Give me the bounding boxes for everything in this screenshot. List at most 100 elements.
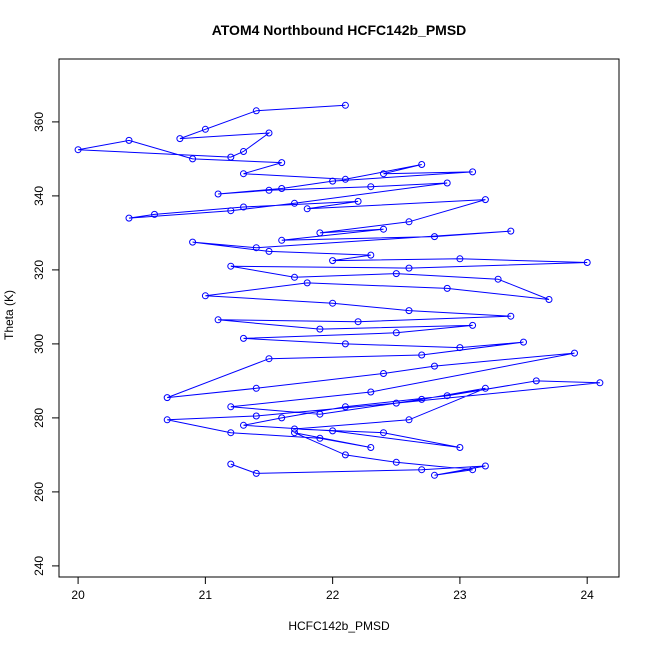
data-point — [176, 135, 184, 143]
data-point — [227, 460, 235, 468]
x-axis-label: HCFC142b_PMSD — [288, 619, 390, 633]
x-tick-label: 20 — [71, 588, 85, 602]
data-point — [596, 379, 604, 387]
data-point — [252, 469, 260, 477]
data-point — [367, 444, 375, 451]
data-point — [418, 161, 426, 168]
data-point — [163, 394, 171, 402]
data-point — [291, 425, 298, 433]
data-point — [252, 384, 260, 392]
data-point — [316, 325, 324, 333]
data-point — [278, 414, 286, 422]
data-point — [252, 107, 260, 115]
data-point — [481, 462, 489, 470]
y-tick-label: 360 — [32, 112, 46, 132]
data-point — [291, 273, 298, 281]
data-point — [418, 466, 426, 474]
x-tick-label: 21 — [199, 588, 213, 602]
data-point — [291, 199, 298, 207]
data-point — [227, 403, 235, 411]
data-point — [469, 168, 477, 176]
x-tick-label: 22 — [326, 588, 340, 602]
data-point — [405, 416, 413, 424]
data-point — [252, 412, 260, 420]
data-point — [227, 262, 235, 270]
data-point — [456, 444, 464, 451]
y-tick-label: 260 — [32, 482, 46, 502]
data-point — [201, 292, 209, 300]
data-point — [74, 146, 82, 154]
data-point — [151, 210, 158, 218]
data-point — [583, 259, 591, 266]
data-point — [443, 284, 451, 292]
data-point — [329, 257, 337, 265]
data-point — [201, 125, 209, 133]
data-point — [252, 244, 260, 252]
data-point — [507, 312, 515, 320]
y-tick-label: 240 — [32, 556, 46, 576]
data-point — [431, 471, 438, 479]
data-point — [303, 279, 311, 287]
data-point — [341, 101, 349, 109]
data-point — [469, 321, 477, 329]
data-point — [418, 351, 426, 359]
data-point — [278, 159, 286, 167]
data-point — [571, 349, 578, 357]
data-point — [278, 185, 286, 192]
data-point — [265, 247, 273, 255]
data-point — [532, 377, 540, 385]
data-point — [507, 227, 515, 235]
data-point — [240, 170, 247, 178]
data-point — [354, 197, 362, 205]
data-point — [329, 427, 337, 435]
data-point — [481, 196, 489, 204]
data-point — [367, 388, 375, 396]
data-point — [405, 307, 413, 315]
data-point — [456, 344, 464, 352]
data-point — [380, 170, 387, 178]
data-point — [341, 403, 349, 411]
data-point — [214, 316, 222, 324]
data-point — [367, 251, 375, 259]
y-tick-label: 300 — [32, 334, 46, 354]
data-point — [278, 236, 286, 244]
data-point — [189, 238, 197, 246]
data-point — [443, 392, 451, 400]
data-point — [392, 329, 400, 337]
data-point — [240, 334, 247, 342]
data-point — [545, 296, 553, 303]
data-point — [341, 175, 349, 183]
chart-title: ATOM4 Northbound HCFC142b_PMSD — [212, 22, 467, 38]
data-point — [418, 395, 426, 403]
data-point — [316, 410, 324, 418]
data-point — [316, 229, 324, 237]
data-point — [392, 270, 400, 278]
y-axis: 240 260 280 300 320 340 360 — [32, 112, 59, 576]
data-point — [481, 384, 489, 392]
y-tick-label: 280 — [32, 408, 46, 428]
x-tick-label: 24 — [581, 588, 595, 602]
data-point — [354, 318, 362, 326]
data-point — [240, 148, 247, 155]
data-point — [341, 340, 349, 348]
data-point — [367, 183, 375, 191]
plot-area — [74, 101, 604, 479]
data-point — [214, 190, 222, 198]
x-axis: 20 21 22 23 24 — [71, 577, 594, 602]
data-point — [380, 370, 387, 377]
data-point — [456, 255, 464, 263]
data-point — [341, 451, 349, 459]
data-point — [240, 203, 247, 211]
y-axis-label: Theta (K) — [2, 290, 16, 340]
data-point — [227, 153, 235, 161]
data-point — [265, 129, 273, 137]
data-point — [405, 218, 413, 226]
data-point — [392, 458, 400, 466]
y-tick-label: 320 — [32, 260, 46, 280]
data-point — [125, 136, 133, 144]
data-point — [227, 207, 235, 215]
data-point — [329, 299, 337, 307]
data-point — [380, 225, 387, 233]
y-tick-label: 340 — [32, 186, 46, 206]
